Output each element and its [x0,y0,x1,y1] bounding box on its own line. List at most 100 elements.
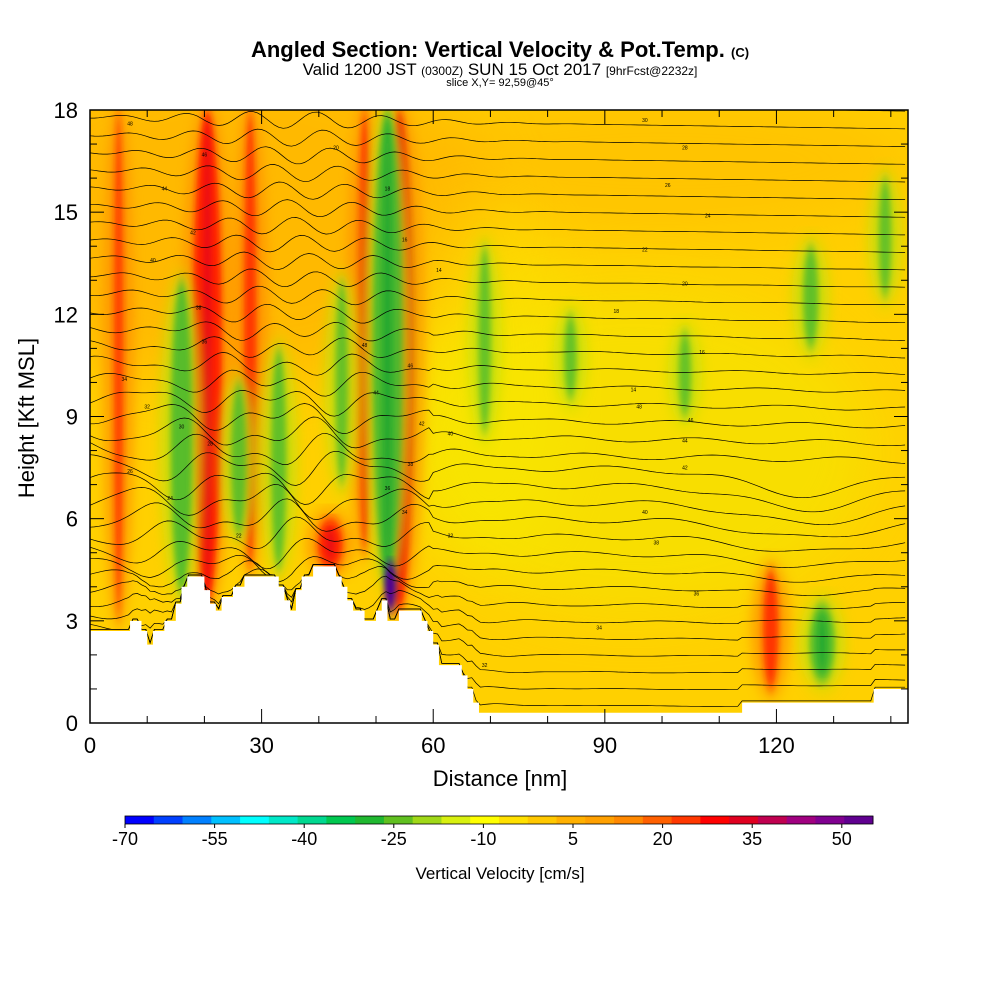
isentrope-label: 42 [190,231,196,237]
isentrope-label: 34 [596,626,602,632]
isentrope-label: 24 [167,496,173,502]
isentrope-line [90,538,906,570]
wash-orange [402,110,908,232]
isentrope-labels: 48 46 44 42 40 38 36 34 32 30 28 26 24 22 20 18 16 14 48 46… [122,118,711,669]
isentrope-line [90,285,906,306]
isentrope-line [90,432,906,465]
x-tick-label: 30 [249,733,273,758]
downdraft-core [878,178,892,298]
x-tick-label: 120 [758,733,795,758]
colorbar-tick-label: -55 [202,829,228,849]
isentrope-label: 14 [631,387,637,393]
colorbar-swatch [153,816,184,824]
isentrope-line [90,146,906,165]
terrain [90,566,908,723]
isentrope-line [90,164,906,183]
colorbar-swatch [671,816,701,824]
forecast-label: [9hrFcst@2232z] [605,64,698,78]
isentrope-label: 22 [642,248,648,254]
isentrope-label: 26 [665,183,671,189]
isentrope-label: 22 [236,534,242,540]
colorbar-tick-label: 5 [568,829,578,849]
colorbar-swatch [240,816,270,824]
colorbar-swatch [441,816,471,824]
isentrope-label: 34 [402,510,408,516]
y-tick-label: 0 [66,711,78,736]
colorbar-swatch [614,816,644,824]
y-tick-label: 3 [66,609,78,634]
isentrope-line [90,217,906,236]
isentrope-label: 48 [362,343,368,349]
isentrope-label: 16 [402,237,408,243]
colorbar-swatch [556,816,586,824]
isentrope-label: 42 [419,421,425,427]
downdraft-core [478,246,491,434]
colorbar-swatch [815,816,845,824]
colorbar-swatch [355,816,385,824]
valid-prefix: Valid 1200 JST [302,60,417,79]
updraft-core [763,569,779,689]
updraft-max [326,528,335,560]
isentrope-label: 46 [688,418,694,424]
isentrope-line [90,336,906,359]
isentrope-line [90,251,906,271]
y-axis-label: Height [Kft MSL] [14,337,39,499]
isentrope-line [90,181,906,200]
isentrope-label: 46 [202,152,208,158]
colorbar-frame [124,815,874,825]
isentrope-label: 30 [642,118,648,124]
colorbar-tick-label: -70 [112,829,138,849]
isentrope-label: 42 [682,466,688,472]
downdraft-core [564,314,577,400]
colorbar-swatch [125,816,155,824]
colorbar-tick-label: 20 [653,829,673,849]
isentrope-label: 32 [448,534,454,540]
downdraft-core [803,246,819,349]
x-tick-label: 60 [421,733,445,758]
slice-label: slice X,Y= 92,59@45° [446,77,554,89]
isentrope-label: 18 [613,309,619,315]
isentrope-lines: 48 46 44 42 40 38 36 34 32 30 28 26 24 22 20 18 16 14 48 46… [90,110,906,707]
updraft-max [203,120,212,594]
colorbar-swatch [326,816,356,824]
colorbar-swatch [786,816,816,824]
isentrope-label: 44 [373,391,379,397]
colorbar-tick-label: -25 [381,829,407,849]
colorbar-swatch [844,816,874,824]
colorbar-swatch [211,816,241,824]
colorbar-swatch [268,816,299,824]
isentrope-line [90,498,906,538]
isentrope-line [90,484,906,526]
isentrope-line [90,128,906,147]
isentrope-label: 32 [144,404,150,410]
isentrope-line [90,472,906,513]
plot-area: 48 46 44 42 40 38 36 34 32 30 28 26 24 22 20 18 16 14 48 46… [90,110,908,723]
isentrope-line [90,268,906,288]
colorbar-label: Vertical Velocity [cm/s] [415,864,585,883]
downdraft-core [678,331,692,417]
updraft-core [114,110,124,621]
isentrope-label: 28 [682,145,688,151]
isentrope-label: 14 [436,268,442,274]
isentrope-line [272,110,906,112]
isentrope-line [90,352,906,376]
isentrope-line [90,234,906,253]
isentrope-label: 36 [385,486,391,492]
isentrope-line [90,560,906,597]
isentrope-label: 16 [699,350,705,356]
isentrope-line [90,416,906,449]
isentrope-label: 44 [682,438,688,444]
colorbar-swatch [700,816,730,824]
isentrope-line [90,369,906,397]
colorbar-tick-label: -40 [291,829,317,849]
chart-title: Angled Section: Vertical Velocity & Pot.… [0,37,1000,63]
isentrope-line [90,450,906,499]
downdraft-max [383,120,392,577]
y-tick-label: 12 [54,302,78,327]
x-axis-label: Distance [nm] [432,766,568,791]
x-tick-label: 0 [84,733,96,758]
colorbar-tick-label: -10 [470,829,496,849]
downdraft-max [818,613,827,673]
isentrope-line [90,111,906,130]
